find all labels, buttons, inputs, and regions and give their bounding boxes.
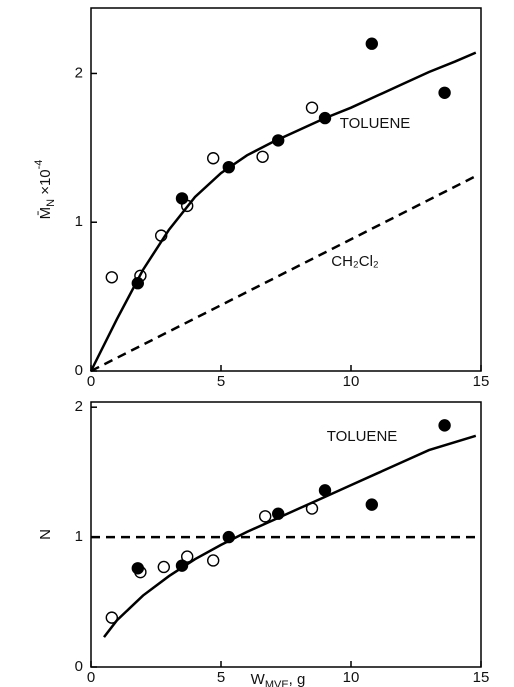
data-point	[365, 498, 378, 511]
y-tick-label: 1	[75, 213, 83, 230]
x-tick-label: 10	[343, 669, 360, 686]
y-axis-label-part: M̄	[37, 207, 54, 220]
x-axis-label-part: , g	[289, 671, 306, 687]
y-axis-label-part: N	[37, 529, 54, 540]
x-tick-label: 15	[473, 373, 490, 390]
x-tick-label: 10	[343, 373, 360, 390]
data-point	[105, 271, 119, 284]
x-tick-label: 5	[217, 669, 225, 686]
data-point	[438, 86, 451, 99]
x-tick-label: 0	[87, 669, 95, 686]
y-tick-label: 0	[75, 658, 83, 675]
data-point	[105, 611, 119, 624]
plot-frame	[90, 7, 482, 372]
y-axis-label: M̄N ×10-4	[33, 160, 57, 220]
y-axis-label-part: -4	[33, 160, 45, 170]
data-point	[180, 550, 194, 563]
data-point	[438, 419, 451, 432]
x-tick-label: 0	[87, 373, 95, 390]
y-tick-label: 2	[75, 64, 83, 81]
y-tick-label: 1	[75, 528, 83, 545]
data-point	[206, 152, 220, 165]
data-point	[175, 192, 189, 205]
x-axis-label-part: W	[251, 671, 266, 687]
y-axis-label-part: N	[45, 199, 57, 207]
curve	[103, 434, 477, 638]
data-point	[157, 560, 171, 574]
annotation: TOLUENE	[340, 115, 411, 132]
x-tick-label: 15	[473, 669, 490, 686]
annotation: CH₂Cl₂	[331, 253, 379, 270]
y-tick-label: 0	[75, 362, 83, 379]
y-axis-label: N	[37, 529, 54, 540]
data-point	[131, 562, 145, 575]
plot-frame	[90, 401, 482, 668]
curve	[90, 174, 477, 373]
x-tick-label: 5	[217, 373, 225, 390]
data-point	[206, 554, 220, 567]
data-point	[259, 510, 272, 523]
x-axis-label-part: MVE	[265, 679, 289, 687]
data-point	[365, 37, 378, 50]
y-tick-label: 2	[75, 398, 83, 415]
curve	[89, 51, 477, 372]
annotation: TOLUENE	[327, 428, 398, 445]
x-axis-label: WMVE, g	[251, 671, 306, 687]
y-axis-label-part: ×10	[37, 169, 54, 199]
data-point	[256, 150, 269, 163]
data-point	[305, 101, 319, 114]
